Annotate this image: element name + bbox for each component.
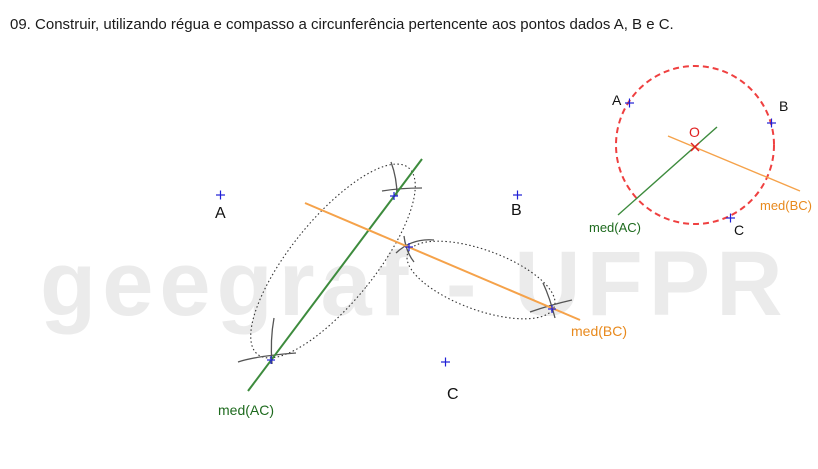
intersection-marker: [548, 305, 556, 313]
point-b-label: B: [511, 202, 522, 219]
inset-point-a-marker: [625, 98, 634, 108]
compass-circle-bc: [406, 240, 556, 320]
intersection-marker: [267, 356, 275, 364]
point-c-label: C: [447, 386, 459, 403]
compass-arc: [237, 352, 297, 363]
bisector-bc-label: med(BC): [571, 323, 627, 339]
inset-point-b-label: B: [779, 98, 788, 114]
watermark: geegraf - UFPR: [40, 233, 789, 335]
point-a-marker: [216, 190, 225, 200]
inset-point-b-marker: [767, 118, 776, 128]
inset-bisector-bc-label: med(BC): [760, 198, 812, 213]
bisector-ac-label: med(AC): [218, 402, 274, 418]
point-a-label: A: [215, 205, 226, 222]
inset-bisector-ac-label: med(AC): [589, 220, 641, 235]
exercise-title: 09. Construir, utilizando régua e compas…: [10, 16, 674, 33]
bisector-bc-line: [304, 202, 581, 321]
intersection-marker: [390, 192, 398, 200]
compass-arc: [529, 299, 573, 313]
point-c-marker: [441, 357, 450, 367]
center-label: O: [689, 124, 700, 140]
circumcircle: [615, 65, 775, 225]
compass-arc: [403, 235, 415, 263]
compass-arc: [542, 282, 556, 319]
compass-arc: [390, 161, 398, 197]
intersection-marker: [405, 243, 413, 251]
point-b-marker: [513, 190, 522, 200]
bisector-ac-line: [247, 158, 423, 392]
inset-bisector-bc-line: [667, 135, 801, 192]
compass-arc: [395, 239, 435, 254]
compass-circle-ac: [250, 163, 416, 359]
center-marker: [690, 142, 700, 152]
compass-arc: [381, 187, 423, 192]
inset-point-c-marker: [726, 213, 735, 223]
inset-point-c-label: C: [734, 222, 744, 238]
inset-point-a-label: A: [612, 92, 622, 108]
inset-bisector-ac-line: [617, 126, 718, 216]
